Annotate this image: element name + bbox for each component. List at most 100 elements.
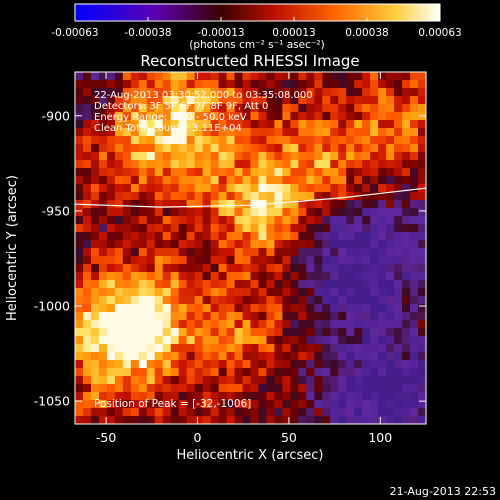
heatmap-cell [266, 208, 276, 217]
heatmap-cell [290, 416, 299, 424]
heatmap-cell [362, 312, 371, 321]
heatmap-cell [106, 336, 116, 345]
heatmap-cell [82, 312, 92, 321]
heatmap-cell [274, 344, 284, 353]
heatmap-cell [338, 264, 347, 273]
heatmap-cell [170, 240, 180, 249]
heatmap-cell [322, 184, 331, 193]
heatmap-cell [354, 232, 363, 241]
heatmap-cell [234, 184, 244, 193]
heatmap-cell [90, 176, 100, 185]
heatmap-cell [170, 80, 180, 89]
heatmap-cell [138, 120, 148, 129]
heatmap-cell [218, 192, 228, 201]
heatmap-cell [410, 296, 419, 305]
heatmap-cell [122, 216, 132, 225]
heatmap-cell [106, 360, 116, 369]
heatmap-cell [370, 240, 379, 249]
heatmap-cell [186, 96, 196, 105]
heatmap-cell [186, 208, 196, 217]
heatmap-cell [138, 264, 148, 273]
heatmap-cell [242, 336, 252, 345]
heatmap-cell [298, 312, 307, 321]
heatmap-cell [154, 328, 164, 337]
heatmap-cell [178, 296, 188, 305]
heatmap-cell [146, 280, 156, 289]
heatmap-cell [346, 224, 355, 233]
heatmap-cell [154, 224, 164, 233]
heatmap-cell [250, 216, 260, 225]
heatmap-cell [194, 80, 204, 89]
heatmap-cell [226, 216, 236, 225]
heatmap-cell [394, 208, 403, 217]
heatmap-cell [306, 328, 315, 337]
heatmap-cell [314, 408, 323, 417]
heatmap-cell [146, 328, 156, 337]
heatmap-cell [226, 200, 236, 209]
heatmap-cell [258, 240, 268, 249]
heatmap-cell [282, 352, 291, 361]
heatmap-cell [242, 240, 252, 249]
heatmap-cell [274, 96, 284, 105]
heatmap-cell [162, 368, 172, 377]
heatmap-cell [410, 144, 419, 153]
heatmap-cell [266, 400, 276, 409]
heatmap-cell [266, 336, 276, 345]
heatmap-cell [322, 384, 331, 393]
heatmap-cell [75, 264, 84, 273]
heatmap-cell [122, 200, 132, 209]
heatmap-cell [378, 144, 387, 153]
heatmap-cell [226, 240, 236, 249]
heatmap-cell [346, 376, 355, 385]
heatmap-cell [282, 392, 291, 401]
heatmap-cell [122, 368, 132, 377]
heatmap-cell [354, 368, 363, 377]
heatmap-cell [402, 200, 411, 209]
heatmap-cell [154, 184, 164, 193]
heatmap-cell [370, 352, 379, 361]
heatmap-cell [394, 216, 403, 225]
heatmap-cell [354, 256, 363, 265]
heatmap-cell [346, 360, 355, 369]
heatmap-cell [75, 376, 84, 385]
heatmap-cell [298, 288, 307, 297]
heatmap-cell [322, 104, 331, 113]
heatmap-cell [354, 384, 363, 393]
heatmap-cell [362, 88, 371, 97]
heatmap-cell [306, 240, 315, 249]
heatmap-cell [418, 104, 426, 113]
heatmap-cell [90, 368, 100, 377]
heatmap-cell [186, 112, 196, 121]
heatmap-cell [202, 288, 212, 297]
heatmap-cell [250, 408, 260, 417]
heatmap-cell [306, 112, 315, 121]
heatmap-cell [346, 328, 355, 337]
x-tick-label: 0 [194, 430, 202, 445]
heatmap-cell [290, 392, 299, 401]
heatmap-cell [410, 280, 419, 289]
heatmap-cell [82, 176, 92, 185]
heatmap-cell [330, 408, 339, 417]
heatmap-cell [162, 136, 172, 145]
heatmap-cell [370, 192, 379, 201]
heatmap-cell [218, 176, 228, 185]
heatmap-cell [114, 408, 124, 417]
heatmap-cell [146, 400, 156, 409]
heatmap-cell [410, 416, 419, 424]
heatmap-cell [82, 232, 92, 241]
heatmap-cell [266, 192, 276, 201]
heatmap-cell [346, 152, 355, 161]
heatmap-cell [362, 176, 371, 185]
heatmap-cell [258, 264, 268, 273]
heatmap-cell [298, 208, 307, 217]
heatmap-cell [226, 264, 236, 273]
heatmap-cell [354, 208, 363, 217]
heatmap-cell [306, 232, 315, 241]
heatmap-cell [146, 416, 156, 424]
heatmap-cell [178, 144, 188, 153]
heatmap-cell [122, 232, 132, 241]
heatmap-cell [290, 408, 299, 417]
heatmap-cell [226, 88, 236, 97]
heatmap-cell [354, 376, 363, 385]
heatmap-cell [346, 280, 355, 289]
